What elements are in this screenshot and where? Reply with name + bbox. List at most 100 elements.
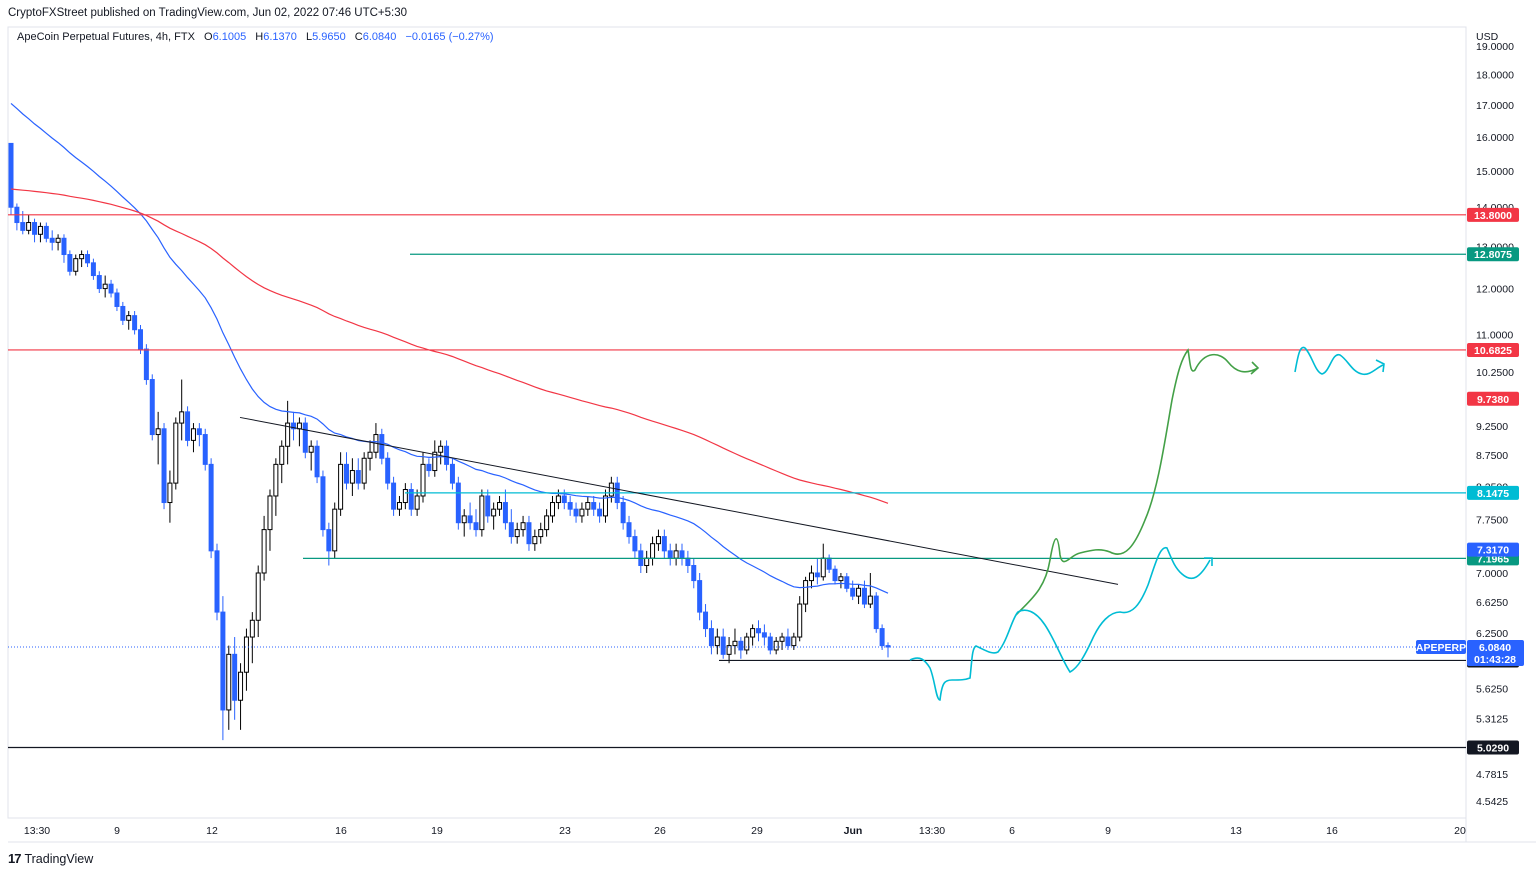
candle-body — [326, 529, 332, 552]
candle-body — [149, 379, 155, 436]
candle-body — [691, 565, 697, 582]
candle-body — [650, 543, 656, 559]
candle-body — [432, 451, 438, 472]
y-tick-label: 7.7500 — [1476, 514, 1508, 526]
last-price-label: 6.0840 — [1479, 642, 1511, 654]
x-tick-label: 29 — [751, 825, 763, 837]
candle-body — [302, 422, 308, 453]
candle-body — [296, 422, 302, 430]
candle-body — [85, 254, 91, 264]
x-tick-label: 20 — [1454, 825, 1466, 837]
candle-body — [444, 445, 450, 465]
candle-body — [485, 495, 491, 517]
legend-symbol[interactable]: ApeCoin Perpetual Futures, 4h, FTX — [17, 31, 195, 43]
candle-body — [120, 305, 126, 321]
tradingview-brand-name: TradingView — [24, 851, 94, 866]
candle-body — [267, 495, 273, 531]
y-tick-label: 6.2500 — [1476, 628, 1508, 640]
candle-body — [832, 568, 838, 582]
candle-body — [273, 463, 279, 497]
candle-body — [214, 550, 220, 613]
candle-body — [461, 515, 467, 524]
candle-body — [196, 428, 202, 436]
x-tick-label: 13:30 — [24, 825, 50, 837]
candle-body — [102, 283, 108, 290]
candle-body — [126, 315, 132, 321]
candle-body — [449, 463, 455, 484]
candle-body — [844, 576, 850, 589]
level-price-tag — [1467, 207, 1519, 222]
candle-body — [697, 580, 703, 613]
candle-body — [391, 482, 397, 510]
x-tick-label: 12 — [206, 825, 218, 837]
candle-body — [544, 515, 550, 531]
candle-body — [685, 557, 691, 567]
legend-open-value: 6.1005 — [212, 31, 247, 43]
candle-body — [49, 237, 55, 243]
candle-body — [579, 508, 585, 517]
candle-body — [185, 411, 191, 441]
candle-body — [761, 632, 767, 638]
candle-body — [349, 470, 355, 484]
y-tick-label: 18.0000 — [1476, 70, 1514, 82]
axis-price-tag — [1467, 542, 1519, 557]
candle-body — [167, 482, 173, 504]
level-price-label: 12.8075 — [1474, 249, 1512, 261]
level-price-label: 5.0290 — [1477, 742, 1509, 754]
candle-body — [856, 587, 862, 597]
legend-high-label: H — [255, 31, 264, 43]
level-price-label: 8.1475 — [1477, 488, 1509, 500]
candle-body — [43, 225, 49, 239]
candle-body — [861, 587, 867, 605]
tradingview-brand[interactable]: 17 TradingView — [8, 851, 93, 866]
candle-body — [608, 482, 614, 497]
candle-body — [8, 142, 14, 208]
descending-trendline — [239, 416, 1119, 585]
axis-price-label: 9.7380 — [1477, 394, 1509, 406]
candle-body — [79, 254, 85, 260]
candle-body — [620, 502, 626, 524]
candle-body — [720, 636, 726, 655]
candle-body — [367, 451, 373, 459]
candle-body — [473, 522, 479, 531]
x-tick-label: 16 — [1326, 825, 1338, 837]
candle-body — [338, 463, 344, 510]
price-axis-currency: USD — [1476, 31, 1499, 43]
candle-body — [132, 315, 138, 331]
candle-body — [867, 595, 873, 605]
tradingview-logo-icon: 17 — [8, 851, 22, 866]
candle-body — [37, 225, 43, 235]
candle-body — [202, 434, 208, 465]
y-tick-label: 4.5425 — [1476, 796, 1508, 808]
candle-body — [249, 619, 255, 638]
candle-body — [291, 422, 297, 430]
candle-body — [838, 576, 844, 582]
y-tick-label: 15.0000 — [1476, 166, 1514, 178]
candle-body — [143, 348, 149, 381]
candle-body — [738, 640, 744, 651]
level-price-tag — [1467, 342, 1519, 357]
x-tick-label: 16 — [335, 825, 347, 837]
candle-body — [820, 557, 826, 578]
axis-price-label: 7.3170 — [1477, 545, 1509, 557]
legend-close-label: C — [354, 31, 363, 43]
candle-body — [850, 587, 856, 597]
candle-body — [90, 262, 96, 277]
candle-body — [55, 237, 61, 243]
candle-body — [108, 283, 114, 294]
candle-body — [414, 495, 420, 510]
candle-body — [538, 529, 544, 538]
candle-body — [220, 611, 226, 711]
candle-body — [208, 463, 214, 552]
candle-body — [238, 671, 244, 701]
cyan-wave-drawing — [1294, 346, 1385, 376]
candle-body — [285, 422, 291, 447]
candle-body — [508, 522, 514, 538]
candle-body — [555, 495, 561, 504]
candle-body — [226, 653, 232, 711]
candle-body — [532, 536, 538, 545]
candle-body — [679, 550, 685, 559]
legend-high-value: 6.1370 — [263, 31, 297, 43]
y-tick-label: 5.6250 — [1476, 683, 1508, 695]
